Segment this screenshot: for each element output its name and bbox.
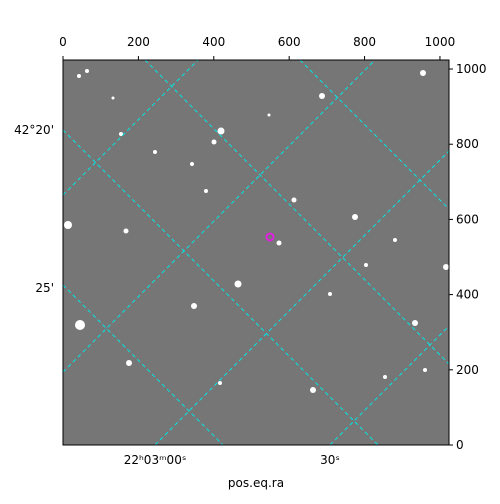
x-tick-label: 600	[278, 35, 301, 49]
x-tick-label: 200	[127, 35, 150, 49]
y-tick-label: 600	[456, 212, 479, 226]
dec-tick-label: 25'	[35, 281, 54, 295]
y-tick-label: 400	[456, 288, 479, 302]
ra-tick-label: 22ʰ03ᵐ00ˢ	[124, 453, 187, 467]
x-axis-label: pos.eq.ra	[228, 476, 284, 490]
x-tick-label: 800	[353, 35, 376, 49]
x-tick-label: 0	[59, 35, 67, 49]
target-marker	[265, 232, 275, 242]
stars	[64, 69, 449, 393]
x-tick-label: 400	[202, 35, 225, 49]
y-tick-label: 0	[456, 438, 464, 452]
y-tick-label: 1000	[456, 62, 487, 76]
y-tick-label: 800	[456, 137, 479, 151]
x-tick-label: 1000	[425, 35, 456, 49]
sky-image	[63, 60, 449, 445]
y-tick-label: 200	[456, 363, 479, 377]
coordinate-grid	[62, 59, 450, 446]
ra-tick-label: 30ˢ	[320, 453, 340, 467]
dec-tick-label: 42°20'	[14, 123, 54, 137]
plot-frame	[62, 59, 450, 446]
